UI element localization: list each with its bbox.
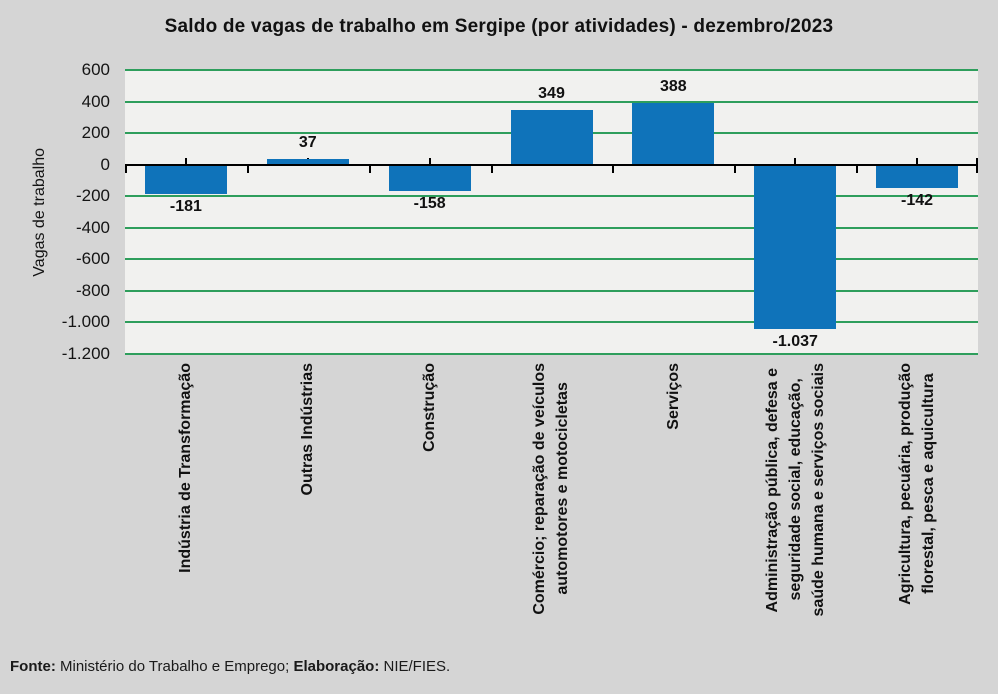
x-category-label: Outras Indústrias bbox=[247, 363, 369, 649]
bar bbox=[632, 103, 715, 165]
gridline bbox=[125, 353, 978, 355]
x-category-label-text: Indústria de Transformação bbox=[177, 363, 195, 573]
x-category-label: Administração pública, defesa e segurida… bbox=[734, 363, 856, 649]
y-tick-label: -800 bbox=[75, 280, 110, 300]
x-category-label: Construção bbox=[369, 363, 491, 649]
major-tick-mark bbox=[612, 164, 615, 173]
footer: Fonte: Ministério do Trabalho e Emprego;… bbox=[10, 658, 450, 675]
bar bbox=[144, 165, 227, 195]
y-tick-label: -200 bbox=[75, 186, 110, 206]
bar bbox=[754, 165, 837, 330]
footer-label: Fonte: bbox=[10, 658, 56, 675]
bar-value-label: 349 bbox=[538, 84, 565, 102]
x-category-label-text: Agricultura, pecuária, produção floresta… bbox=[897, 363, 938, 605]
x-category-label-text: Construção bbox=[421, 363, 439, 452]
x-axis-labels: Indústria de Transformação Outras Indústr… bbox=[125, 363, 978, 649]
x-category-label-text: Serviços bbox=[664, 363, 682, 430]
gridline bbox=[125, 289, 978, 292]
bar-value-label: 388 bbox=[659, 78, 687, 96]
x-category-label-text: Comércio; reparação de veículos automoto… bbox=[531, 363, 572, 615]
x-category-label: Agricultura, pecuária, produção floresta… bbox=[856, 363, 978, 649]
gridline bbox=[125, 226, 978, 229]
bar-value-label: -1.037 bbox=[772, 333, 818, 351]
minor-tick-mark bbox=[184, 157, 187, 165]
axis-end-tick bbox=[976, 157, 978, 165]
chart-title: Saldo de vagas de trabalho em Sergipe (p… bbox=[164, 16, 834, 37]
y-tick-label: -600 bbox=[75, 249, 110, 269]
bar bbox=[876, 165, 959, 189]
x-category-label: Indústria de Transformação bbox=[125, 363, 247, 649]
major-tick-mark bbox=[125, 164, 127, 173]
x-axis-line bbox=[125, 163, 978, 166]
footer-text: NIE/FIES. bbox=[379, 658, 451, 675]
y-tick-label: -400 bbox=[75, 217, 110, 237]
major-tick-mark bbox=[856, 164, 859, 173]
y-tick-label: 400 bbox=[81, 91, 110, 111]
y-tick-label: -1.200 bbox=[61, 344, 110, 363]
y-tick-label: 0 bbox=[100, 154, 110, 174]
y-tick-label: 200 bbox=[81, 123, 110, 143]
bar-value-label: -142 bbox=[901, 192, 934, 210]
minor-tick-mark bbox=[794, 157, 797, 165]
gridline bbox=[125, 321, 978, 324]
gridline bbox=[125, 195, 978, 198]
bar bbox=[388, 165, 471, 191]
minor-tick-mark bbox=[428, 157, 431, 165]
major-tick-mark bbox=[368, 164, 371, 173]
y-tick-label: 600 bbox=[81, 60, 110, 79]
x-category-label: Comércio; reparação de veículos automoto… bbox=[491, 363, 613, 649]
x-category-label: Serviços bbox=[612, 363, 734, 649]
x-category-label-text: Outras Indústrias bbox=[299, 363, 317, 496]
bar-value-label: -158 bbox=[413, 194, 446, 212]
y-tick-label: -1.000 bbox=[61, 312, 110, 332]
x-category-label-text: Administração pública, defesa e segurida… bbox=[763, 363, 827, 617]
plot-area: -181 37 -158 349 388 -1.037 -142 bbox=[125, 69, 978, 355]
footer-label: Elaboração: bbox=[293, 658, 380, 675]
bar bbox=[510, 109, 593, 165]
gridline bbox=[125, 258, 978, 261]
major-tick-mark bbox=[490, 164, 493, 173]
minor-tick-mark bbox=[916, 157, 919, 165]
bar-value-label: -181 bbox=[169, 198, 202, 216]
major-tick-mark bbox=[734, 164, 737, 173]
gridline bbox=[125, 69, 978, 71]
major-tick-mark bbox=[976, 164, 978, 173]
bar bbox=[266, 158, 349, 165]
gridline bbox=[125, 100, 978, 103]
footer-text: Ministério do Trabalho e Emprego; bbox=[55, 658, 294, 675]
major-tick-mark bbox=[246, 164, 249, 173]
y-axis-ticks: 600 400 200 0 -200 -400 -600 -800 -1.000 -1.200 bbox=[0, 60, 110, 363]
bar-value-label: 37 bbox=[298, 133, 317, 151]
